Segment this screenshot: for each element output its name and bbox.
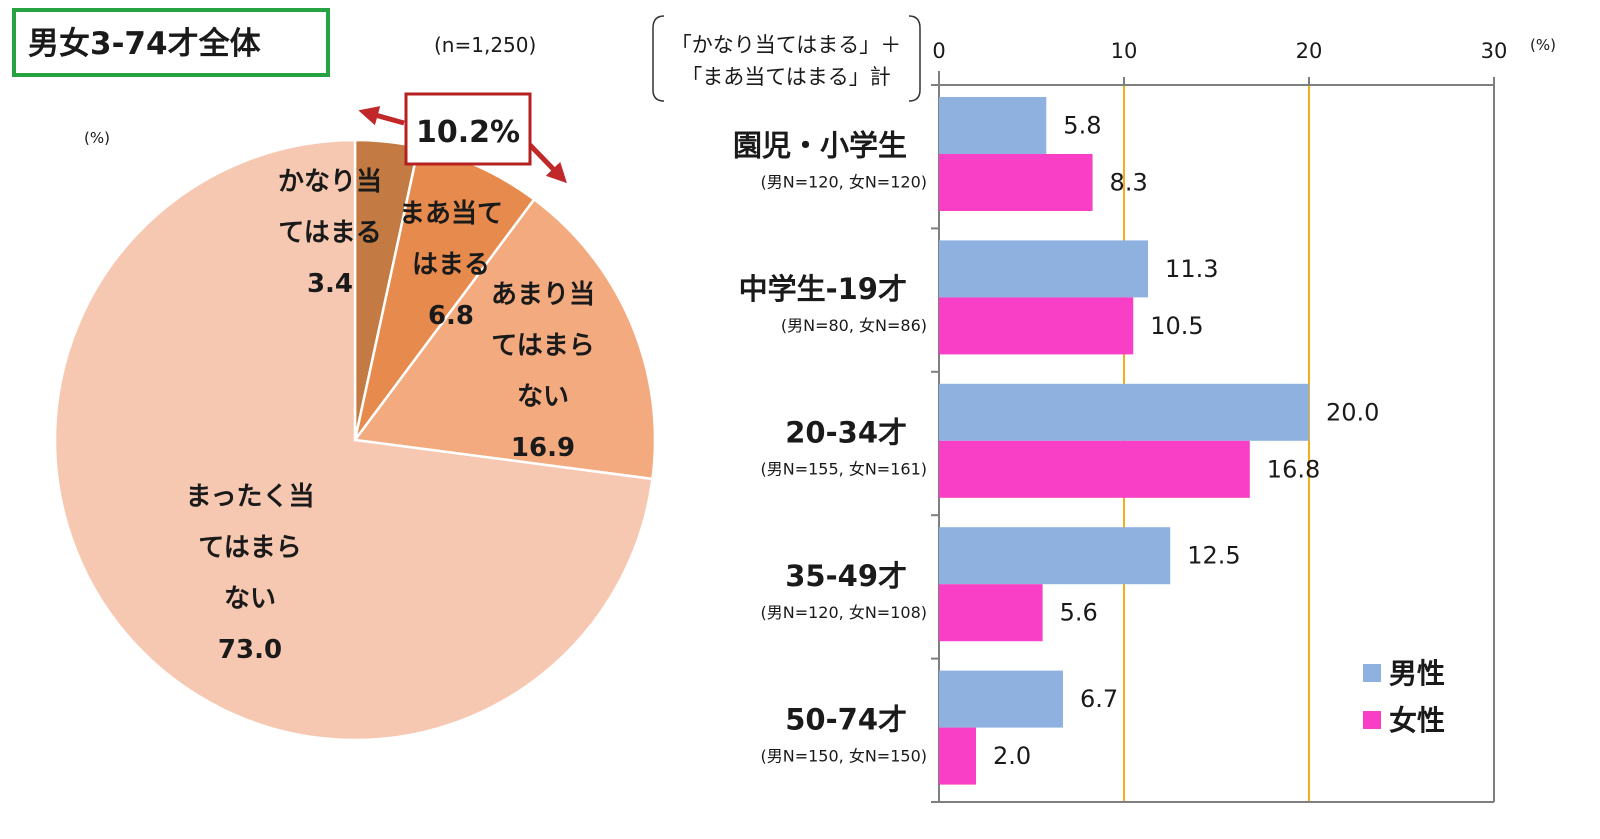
bar-male-1 <box>939 97 1047 154</box>
data-label-female-4: 5.6 <box>1060 599 1098 627</box>
pie-category-label-2: まあ当て <box>399 199 503 229</box>
bar-female-3 <box>939 440 1250 498</box>
caption-right-bracket <box>908 15 921 102</box>
right-arrow-icon <box>526 141 567 184</box>
pie-category-label-4: てはまら <box>198 533 301 563</box>
data-label-female-3: 16.8 <box>1267 455 1320 483</box>
left-arrow-icon <box>358 106 405 126</box>
data-label-female-2: 10.5 <box>1150 312 1203 340</box>
category-sample-size-2: (男N=80, 女N=86) <box>781 316 927 335</box>
data-label-female-5: 2.0 <box>993 742 1031 770</box>
data-label-male-1: 5.8 <box>1063 112 1101 140</box>
data-label-male-4: 12.5 <box>1187 542 1240 570</box>
tick-label-10: 10 <box>1111 39 1138 63</box>
pie-value-label-4: 73.0 <box>218 635 282 665</box>
bar-unit-label: (%) <box>1530 36 1556 54</box>
highlight-total: 10.2% <box>416 115 520 150</box>
bar-female-1 <box>939 154 1093 211</box>
chart-title: 男女3-74才全体 <box>28 26 261 62</box>
bar-female-4 <box>939 584 1043 642</box>
category-label-1: 園児・小学生 <box>733 129 907 163</box>
highlight-box <box>404 92 532 166</box>
bar-caption-line-1: 「かなり当てはまる」＋ <box>671 33 902 57</box>
bar-female-2 <box>939 297 1134 355</box>
bar-male-4 <box>939 527 1171 585</box>
category-label-2: 中学生-19才 <box>739 272 907 306</box>
category-label-3: 20-34才 <box>785 416 907 450</box>
category-sample-size-5: (男N=150, 女N=150) <box>761 746 928 765</box>
legend-label-male: 男性 <box>1389 657 1445 690</box>
pie-slice-4 <box>53 138 654 742</box>
data-label-male-2: 11.3 <box>1165 255 1218 283</box>
data-label-male-3: 20.0 <box>1326 398 1379 426</box>
bar-male-3 <box>939 383 1309 441</box>
pie-category-label-1: かなり当 <box>278 167 382 197</box>
pie-unit-label: (%) <box>84 129 110 147</box>
category-label-5: 50-74才 <box>785 702 907 736</box>
category-label-4: 35-49才 <box>785 559 907 593</box>
title-box <box>12 8 330 77</box>
pie-category-label-3: あまり当 <box>491 280 595 310</box>
pie-category-label-4: まったく当 <box>186 482 315 512</box>
bar-caption-line-2: 「まあ当てはまる」計 <box>681 65 891 89</box>
tick-label-0: 0 <box>932 39 945 63</box>
tick-label-30: 30 <box>1481 39 1508 63</box>
pie-category-label-3: ない <box>517 382 569 412</box>
category-sample-size-1: (男N=120, 女N=120) <box>761 173 928 192</box>
category-sample-size-3: (男N=155, 女N=161) <box>761 460 928 479</box>
bar-male-5 <box>939 670 1063 728</box>
category-sample-size-4: (男N=120, 女N=108) <box>761 603 928 622</box>
legend-swatch-male <box>1363 664 1381 682</box>
data-label-female-1: 8.3 <box>1110 169 1148 197</box>
pie-category-label-1: てはまる <box>278 218 381 248</box>
data-label-male-5: 6.7 <box>1080 685 1118 713</box>
pie-value-label-3: 16.9 <box>511 433 575 463</box>
pie-category-label-3: てはまら <box>491 331 594 361</box>
bar-chart: 0 10 20 30 5.8 8.3 園児・小学生 (男N=120, 女N=120) 11.3 1… <box>733 39 1508 803</box>
caption-left-bracket <box>652 15 665 102</box>
legend-swatch-female <box>1363 711 1381 729</box>
pie-category-label-2: はまる <box>412 250 490 280</box>
pie-slice-3 <box>352 197 657 481</box>
pie-value-label-2: 6.8 <box>428 301 474 331</box>
pie-category-label-4: ない <box>224 584 276 614</box>
pie-chart: かなり当てはまる3.4まあ当てはまる6.8あまり当てはまらない16.9まったく当… <box>53 138 657 742</box>
pie-sample-size: (n=1,250) <box>434 33 536 57</box>
bar-female-5 <box>939 727 976 785</box>
legend-label-female: 女性 <box>1389 704 1445 737</box>
bar-male-2 <box>939 240 1149 298</box>
pie-value-label-1: 3.4 <box>307 269 353 299</box>
tick-label-20: 20 <box>1296 39 1323 63</box>
